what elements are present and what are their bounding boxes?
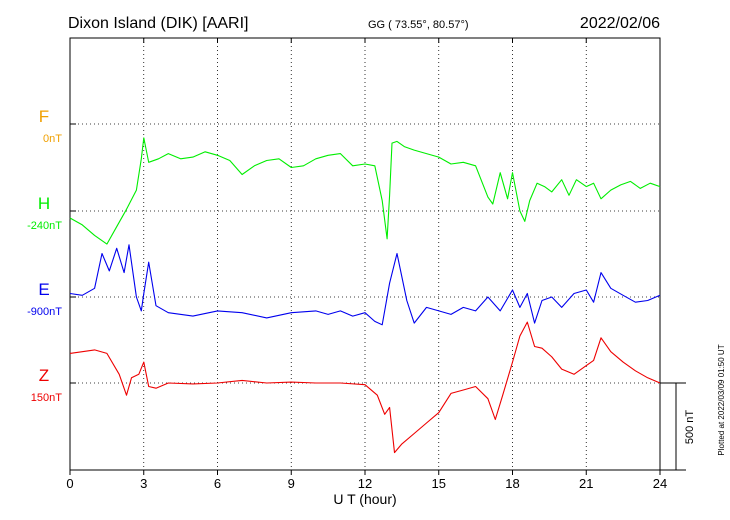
series-name-e: E xyxy=(38,280,49,299)
series-line-z xyxy=(69,321,661,454)
grid xyxy=(70,38,660,470)
series-name-z: Z xyxy=(39,366,49,385)
x-tick-label: 12 xyxy=(358,476,372,491)
chart-date: 2022/02/06 xyxy=(580,15,660,32)
series-name-h: H xyxy=(38,194,50,213)
series-baseline-z: 150nT xyxy=(31,392,62,404)
plotted-timestamp: Plotted at 2022/03/09 01:50 UT xyxy=(717,344,726,455)
x-tick-label: 18 xyxy=(505,476,519,491)
station-title: Dixon Island (DIK) [AARI] xyxy=(68,15,249,32)
x-tick-label: 6 xyxy=(214,476,221,491)
x-tick-label: 3 xyxy=(140,476,147,491)
x-axis-label: U T (hour) xyxy=(333,491,396,507)
series-traces xyxy=(69,137,661,454)
x-tick-label: 21 xyxy=(579,476,593,491)
series-name-f: F xyxy=(39,107,49,126)
scale-bar: 500 nT xyxy=(660,382,696,471)
series-labels: F 0nT H -240nT E -900nT Z 150nT xyxy=(27,107,62,404)
series-line-h xyxy=(69,137,661,245)
x-tick-label: 15 xyxy=(432,476,446,491)
scale-bar-label: 500 nT xyxy=(684,410,696,445)
x-tick-label: 0 xyxy=(66,476,73,491)
x-axis-ticks: 0 3 6 9 12 15 18 21 24 xyxy=(66,38,667,491)
series-line-e xyxy=(69,244,661,326)
series-baseline-e: -900nT xyxy=(27,306,62,318)
series-baseline-f: 0nT xyxy=(43,133,62,145)
x-tick-label: 24 xyxy=(653,476,667,491)
series-baseline-h: -240nT xyxy=(27,220,62,232)
x-tick-label: 9 xyxy=(288,476,295,491)
station-coordinates: GG ( 73.55°, 80.57°) xyxy=(368,19,469,31)
